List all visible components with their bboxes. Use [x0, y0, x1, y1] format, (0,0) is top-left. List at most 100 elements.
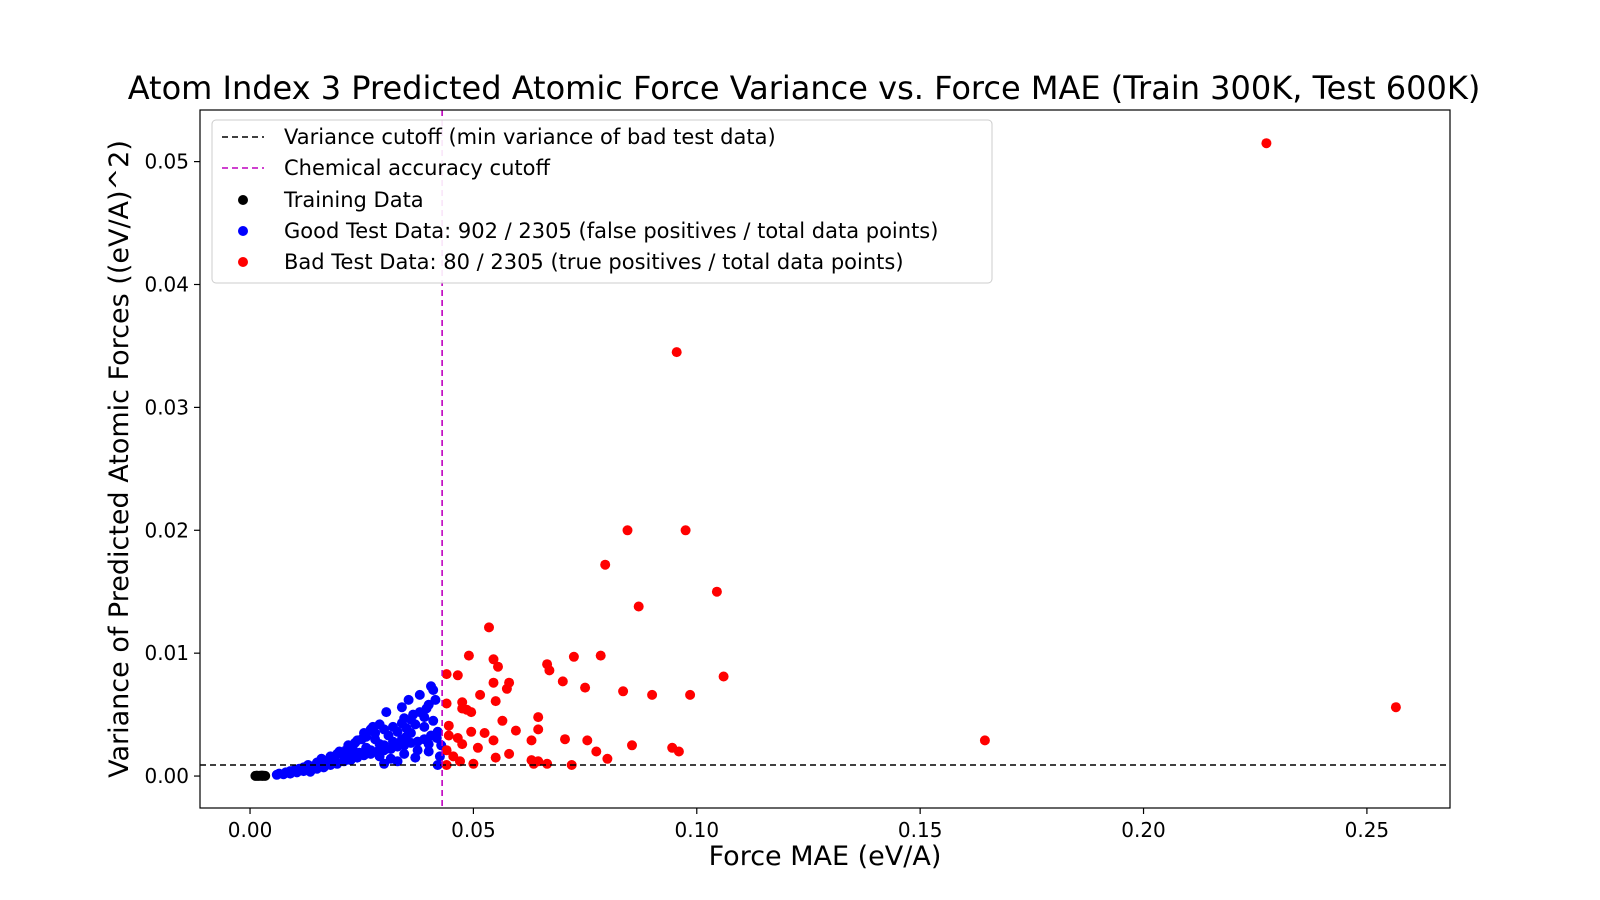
- point-bad-test-data: [633, 601, 644, 612]
- point-bad-test-data: [1390, 702, 1401, 713]
- legend-marker-training-data: [238, 195, 248, 205]
- x-tick-label: 0.15: [898, 818, 943, 842]
- point-good-test-data: [379, 740, 390, 751]
- reference-lines: [200, 110, 1450, 808]
- point-bad-test-data: [468, 758, 479, 769]
- point-bad-test-data: [542, 758, 553, 769]
- x-tick-label: 0.25: [1345, 818, 1390, 842]
- point-bad-test-data: [441, 698, 452, 709]
- point-good-test-data: [426, 681, 436, 692]
- point-good-test-data: [374, 751, 385, 762]
- point-bad-test-data: [627, 740, 637, 751]
- point-bad-test-data: [475, 689, 486, 700]
- point-good-test-data: [383, 730, 394, 741]
- plot-frame: [199, 109, 1451, 809]
- point-good-test-data: [370, 734, 381, 745]
- point-bad-test-data: [595, 650, 606, 661]
- x-tick-label: 0.00: [228, 818, 273, 842]
- point-good-test-data: [303, 760, 314, 770]
- point-bad-test-data: [533, 724, 544, 735]
- point-bad-test-data: [673, 746, 684, 757]
- legend-label-training-data: Training Data: [283, 188, 424, 212]
- x-axis-label: Force MAE (eV/A): [709, 841, 942, 872]
- point-bad-test-data: [441, 669, 452, 680]
- y-tick-label: 0.05: [144, 150, 189, 174]
- point-good-test-data: [399, 713, 410, 724]
- point-bad-test-data: [488, 654, 499, 665]
- point-good-test-data: [410, 719, 421, 730]
- point-bad-test-data: [602, 753, 613, 764]
- legend: Variance cutoff (min variance of bad tes…: [211, 119, 993, 284]
- point-bad-test-data: [443, 720, 454, 731]
- y-axis-ticks: 0.00 0.01 0.02 0.03 0.04 0.05: [144, 150, 200, 788]
- point-bad-test-data: [479, 728, 490, 738]
- point-good-test-data: [428, 715, 439, 726]
- x-axis-ticks: 0.00 0.05 0.10 0.15 0.20 0.25: [228, 808, 1389, 842]
- y-tick-label: 0.02: [144, 518, 189, 542]
- point-bad-test-data: [455, 756, 465, 767]
- point-good-test-data: [403, 694, 414, 705]
- y-tick-label: 0.00: [144, 764, 189, 788]
- chart-title: Atom Index 3 Predicted Atomic Force Vari…: [128, 69, 1481, 107]
- legend-label-good-test-data: Good Test Data: 902 / 2305 (false positi…: [284, 219, 938, 243]
- point-bad-test-data: [457, 739, 468, 750]
- point-bad-test-data: [463, 650, 474, 661]
- point-bad-test-data: [568, 651, 579, 662]
- point-bad-test-data: [526, 735, 537, 746]
- point-bad-test-data: [582, 735, 593, 746]
- point-good-test-data: [332, 748, 343, 759]
- legend-label-variance-cutoff: Variance cutoff (min variance of bad tes…: [284, 125, 776, 149]
- point-bad-test-data: [557, 676, 568, 687]
- point-good-test-data: [350, 737, 360, 748]
- point-good-test-data: [414, 689, 425, 700]
- point-bad-test-data: [510, 725, 521, 736]
- point-good-test-data: [381, 707, 392, 718]
- point-bad-test-data: [452, 670, 463, 681]
- point-bad-test-data: [1261, 138, 1272, 149]
- point-training-data: [257, 770, 268, 781]
- point-bad-test-data: [671, 347, 682, 358]
- point-good-test-data: [345, 750, 356, 761]
- legend-marker-good-test-data: [238, 226, 248, 236]
- point-bad-test-data: [490, 696, 501, 707]
- point-bad-test-data: [979, 735, 990, 746]
- point-bad-test-data: [680, 525, 691, 536]
- point-bad-test-data: [461, 704, 472, 715]
- point-bad-test-data: [591, 746, 602, 757]
- point-good-test-data: [419, 712, 430, 723]
- point-good-test-data: [419, 721, 430, 732]
- point-good-test-data: [359, 728, 369, 738]
- point-bad-test-data: [441, 745, 452, 756]
- point-bad-test-data: [647, 689, 658, 700]
- x-tick-label: 0.20: [1121, 818, 1166, 842]
- point-bad-test-data: [488, 677, 499, 688]
- point-good-test-data: [399, 748, 410, 759]
- y-tick-label: 0.03: [144, 395, 189, 419]
- y-axis-label: Variance of Predicted Atomic Forces ((eV…: [104, 140, 135, 778]
- point-good-test-data: [294, 763, 305, 774]
- y-tick-label: 0.01: [144, 641, 189, 665]
- point-good-test-data: [274, 768, 285, 779]
- point-bad-test-data: [711, 586, 722, 597]
- point-bad-test-data: [484, 622, 494, 633]
- x-tick-label: 0.10: [675, 818, 720, 842]
- point-good-test-data: [405, 728, 416, 738]
- point-bad-test-data: [528, 758, 539, 769]
- point-good-test-data: [285, 766, 296, 777]
- point-good-test-data: [354, 747, 365, 758]
- point-good-test-data: [367, 721, 378, 732]
- point-bad-test-data: [622, 525, 633, 536]
- point-bad-test-data: [685, 689, 696, 700]
- point-good-test-data: [431, 733, 442, 743]
- y-tick-label: 0.04: [144, 273, 189, 297]
- point-good-test-data: [412, 745, 423, 756]
- point-good-test-data: [432, 760, 443, 770]
- point-bad-test-data: [466, 726, 477, 737]
- point-good-test-data: [316, 753, 327, 764]
- point-bad-test-data: [544, 665, 555, 676]
- point-bad-test-data: [493, 661, 503, 672]
- point-good-test-data: [392, 726, 403, 737]
- point-bad-test-data: [533, 712, 544, 723]
- point-bad-test-data: [497, 715, 508, 726]
- point-good-test-data: [408, 709, 419, 720]
